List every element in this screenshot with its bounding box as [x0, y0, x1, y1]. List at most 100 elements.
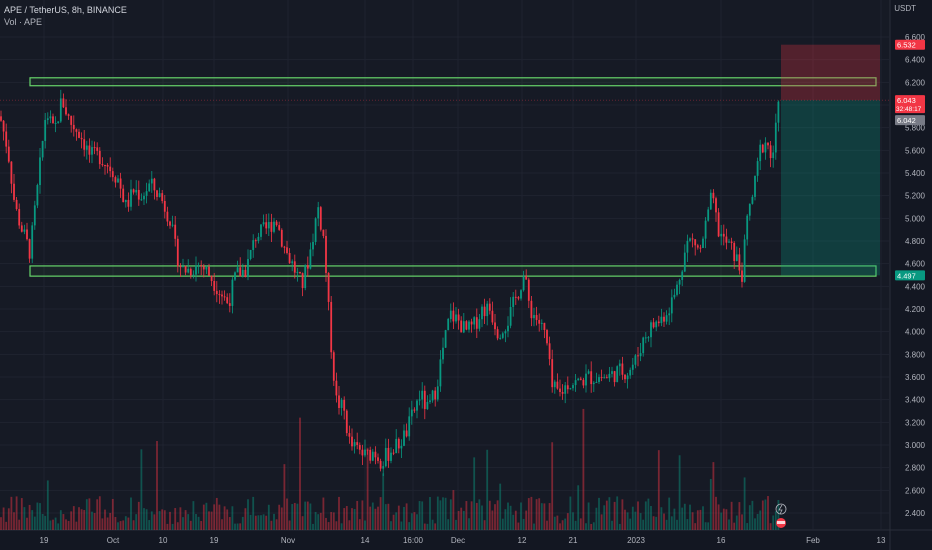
volume-bar [769, 523, 772, 530]
candle-body [475, 317, 478, 329]
volume-bar [231, 506, 234, 530]
candle-body [387, 447, 390, 461]
candle-body [361, 449, 364, 456]
candle-body [278, 225, 281, 230]
volume-bar [611, 520, 613, 530]
volume-bar [122, 520, 125, 530]
volume-bar [91, 511, 93, 530]
candle-body [78, 131, 80, 138]
volume-bar [728, 519, 730, 530]
candle-body [299, 271, 301, 274]
volume-bar [5, 521, 8, 530]
candle-body [252, 240, 255, 250]
volume-bar [582, 408, 585, 530]
candle-body [119, 178, 122, 189]
candle-body [702, 238, 704, 248]
symbol-header[interactable]: APE / TetherUS, 8h, BINANCE [4, 5, 127, 15]
candle-body [62, 98, 65, 108]
volume-bar [460, 507, 463, 530]
volume-bar [348, 520, 351, 530]
candle-body [754, 175, 756, 197]
y-tick-label: 3.400 [905, 396, 926, 405]
volume-bar [171, 523, 174, 530]
volume-bar [538, 498, 541, 530]
volume-bar [254, 515, 257, 530]
volume-bar [473, 457, 476, 530]
candle-body [20, 225, 23, 232]
volume-bar [631, 506, 634, 530]
volume-bar [642, 519, 645, 530]
volume-bar [462, 510, 465, 530]
volume-bar [252, 496, 255, 530]
candle-body [192, 274, 195, 276]
candle-body [140, 199, 143, 201]
candle-body [774, 122, 777, 153]
volume-bar [587, 502, 590, 530]
candle-body [429, 400, 431, 402]
volume-bar [7, 508, 10, 530]
candle-body [202, 266, 205, 270]
candle-body [408, 416, 411, 437]
volume-bar [306, 501, 309, 530]
volume-bar [31, 510, 34, 530]
volume-bar [735, 515, 738, 530]
price-tag-label: 4.497 [897, 271, 916, 280]
candle-body [741, 270, 743, 282]
x-tick-label: Feb [806, 536, 820, 545]
candle-body [559, 388, 561, 393]
candle-body [338, 395, 340, 408]
volume-bar [54, 517, 57, 530]
candle-body [642, 337, 645, 354]
volume-bar [702, 506, 704, 530]
candle-body [265, 222, 268, 229]
volume-bar [109, 512, 112, 530]
candle-body [525, 276, 528, 280]
candle-body [676, 284, 678, 295]
volume-bar [174, 508, 177, 530]
candle-body [527, 279, 530, 301]
candle-body [200, 265, 203, 267]
y-tick-label: 2.600 [905, 486, 926, 495]
volume-bar [603, 505, 606, 530]
volume-bar [468, 518, 470, 530]
candle-body [174, 224, 177, 239]
volume-bar [759, 510, 762, 530]
volume-bar [98, 496, 101, 530]
candle-body [57, 121, 60, 123]
candle-body [218, 294, 221, 296]
time-axis: 19 Oct 10 19 Nov 14 16:00 Dec 12 21 2023 16 Feb 13 [40, 536, 886, 545]
volume-bar [52, 519, 54, 530]
candle-body [130, 189, 132, 207]
candle-body [639, 353, 642, 357]
volume-bar [566, 513, 569, 530]
volume-legend[interactable]: Vol · APE [4, 17, 43, 27]
volume-bar [312, 523, 314, 530]
volume-bar [293, 502, 296, 530]
volume-bar [163, 510, 166, 530]
volume-bar [356, 500, 359, 530]
volume-bar [176, 522, 179, 530]
candle-body [577, 378, 580, 381]
volume-bar [397, 505, 400, 530]
price-tag-bg [895, 270, 925, 281]
x-tick-label: Nov [281, 536, 295, 545]
candle-body [761, 144, 764, 153]
volume-bar [49, 520, 52, 530]
volume-bar [540, 503, 543, 530]
volume-bar [57, 523, 60, 530]
upper-resistance-zone [29, 77, 877, 87]
candle-body [296, 271, 299, 273]
y-tick-label: 4.800 [905, 237, 926, 246]
candle-body [418, 399, 421, 401]
candle-body [39, 157, 41, 186]
candle-body [613, 371, 616, 383]
x-tick-label: 16 [717, 536, 726, 545]
candle-body [88, 145, 91, 155]
volume-bar [561, 520, 564, 530]
candle-body [452, 310, 455, 322]
volume-bar [330, 511, 333, 530]
x-tick-label: 16:00 [403, 536, 424, 545]
candle-body [286, 247, 288, 254]
candle-body [746, 215, 749, 240]
